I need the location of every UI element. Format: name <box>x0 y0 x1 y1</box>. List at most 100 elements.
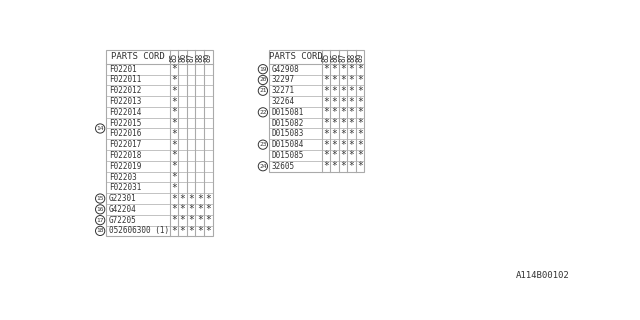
Text: *: * <box>205 194 211 204</box>
Text: *: * <box>357 150 363 160</box>
Circle shape <box>95 215 105 225</box>
Text: *: * <box>332 140 337 150</box>
Text: *: * <box>332 86 337 96</box>
Text: 88: 88 <box>347 52 356 61</box>
Text: PARTS CORD: PARTS CORD <box>269 52 323 61</box>
Text: F022012: F022012 <box>109 86 141 95</box>
Text: *: * <box>332 64 337 74</box>
Text: *: * <box>172 97 177 107</box>
Text: F022014: F022014 <box>109 108 141 117</box>
Circle shape <box>95 226 105 236</box>
Text: F022018: F022018 <box>109 151 141 160</box>
Circle shape <box>259 65 268 74</box>
Bar <box>269 50 364 172</box>
Text: 24: 24 <box>259 164 267 169</box>
Text: *: * <box>180 226 186 236</box>
Text: *: * <box>323 64 329 74</box>
Text: *: * <box>205 215 211 225</box>
Text: *: * <box>357 75 363 85</box>
Text: *: * <box>323 75 329 85</box>
Text: *: * <box>172 204 177 214</box>
Text: *: * <box>332 107 337 117</box>
Text: *: * <box>357 129 363 139</box>
Text: *: * <box>340 75 346 85</box>
Text: *: * <box>332 75 337 85</box>
Text: *: * <box>205 204 211 214</box>
Text: *: * <box>349 161 355 171</box>
Text: 052606300 (1): 052606300 (1) <box>109 227 169 236</box>
Text: *: * <box>172 118 177 128</box>
Text: *: * <box>180 215 186 225</box>
Text: *: * <box>332 118 337 128</box>
Text: *: * <box>349 97 355 107</box>
Circle shape <box>259 108 268 117</box>
Text: 32271: 32271 <box>271 86 294 95</box>
Text: *: * <box>340 129 346 139</box>
Text: *: * <box>340 161 346 171</box>
Text: *: * <box>323 161 329 171</box>
Text: F02201: F02201 <box>109 65 136 74</box>
Text: G42908: G42908 <box>271 65 299 74</box>
Text: *: * <box>349 150 355 160</box>
Text: D015083: D015083 <box>271 129 304 138</box>
Text: F02203: F02203 <box>109 172 136 181</box>
Text: F022016: F022016 <box>109 129 141 138</box>
Text: *: * <box>172 226 177 236</box>
Text: D015081: D015081 <box>271 108 304 117</box>
Text: 18: 18 <box>97 228 104 233</box>
Text: *: * <box>349 129 355 139</box>
Text: *: * <box>323 150 329 160</box>
Text: *: * <box>197 194 203 204</box>
Text: *: * <box>332 97 337 107</box>
Text: *: * <box>323 86 329 96</box>
Text: 32605: 32605 <box>271 162 294 171</box>
Text: F022031: F022031 <box>109 183 141 192</box>
Text: *: * <box>357 140 363 150</box>
Text: 17: 17 <box>97 218 104 223</box>
Text: *: * <box>349 140 355 150</box>
Text: *: * <box>172 140 177 150</box>
Text: *: * <box>172 194 177 204</box>
Text: *: * <box>323 118 329 128</box>
Circle shape <box>259 75 268 84</box>
Text: 14: 14 <box>97 126 104 131</box>
Text: *: * <box>197 204 203 214</box>
Text: 32297: 32297 <box>271 76 294 84</box>
Text: 88: 88 <box>195 52 204 61</box>
Text: D015082: D015082 <box>271 119 304 128</box>
Text: *: * <box>172 150 177 160</box>
Text: A114B00102: A114B00102 <box>516 271 570 280</box>
Text: *: * <box>357 64 363 74</box>
Text: *: * <box>349 107 355 117</box>
Text: *: * <box>188 226 194 236</box>
Text: F022013: F022013 <box>109 97 141 106</box>
Text: *: * <box>205 226 211 236</box>
Text: *: * <box>340 64 346 74</box>
Text: D015084: D015084 <box>271 140 304 149</box>
Text: G22301: G22301 <box>109 194 136 203</box>
Text: *: * <box>188 204 194 214</box>
Text: *: * <box>340 107 346 117</box>
Text: *: * <box>340 86 346 96</box>
Text: *: * <box>180 194 186 204</box>
Circle shape <box>95 205 105 214</box>
Text: 32264: 32264 <box>271 97 294 106</box>
Text: 89: 89 <box>204 52 212 61</box>
Text: *: * <box>323 140 329 150</box>
Text: F022015: F022015 <box>109 119 141 128</box>
Text: *: * <box>332 129 337 139</box>
Text: F022019: F022019 <box>109 162 141 171</box>
Circle shape <box>259 140 268 149</box>
Text: *: * <box>349 86 355 96</box>
Text: *: * <box>172 215 177 225</box>
Text: *: * <box>188 194 194 204</box>
Text: *: * <box>172 161 177 171</box>
Text: *: * <box>340 118 346 128</box>
Text: PARTS CORD: PARTS CORD <box>111 52 165 61</box>
Text: *: * <box>188 215 194 225</box>
Text: *: * <box>197 215 203 225</box>
Text: *: * <box>172 129 177 139</box>
Circle shape <box>95 194 105 203</box>
Text: 23: 23 <box>259 142 267 147</box>
Text: *: * <box>357 107 363 117</box>
